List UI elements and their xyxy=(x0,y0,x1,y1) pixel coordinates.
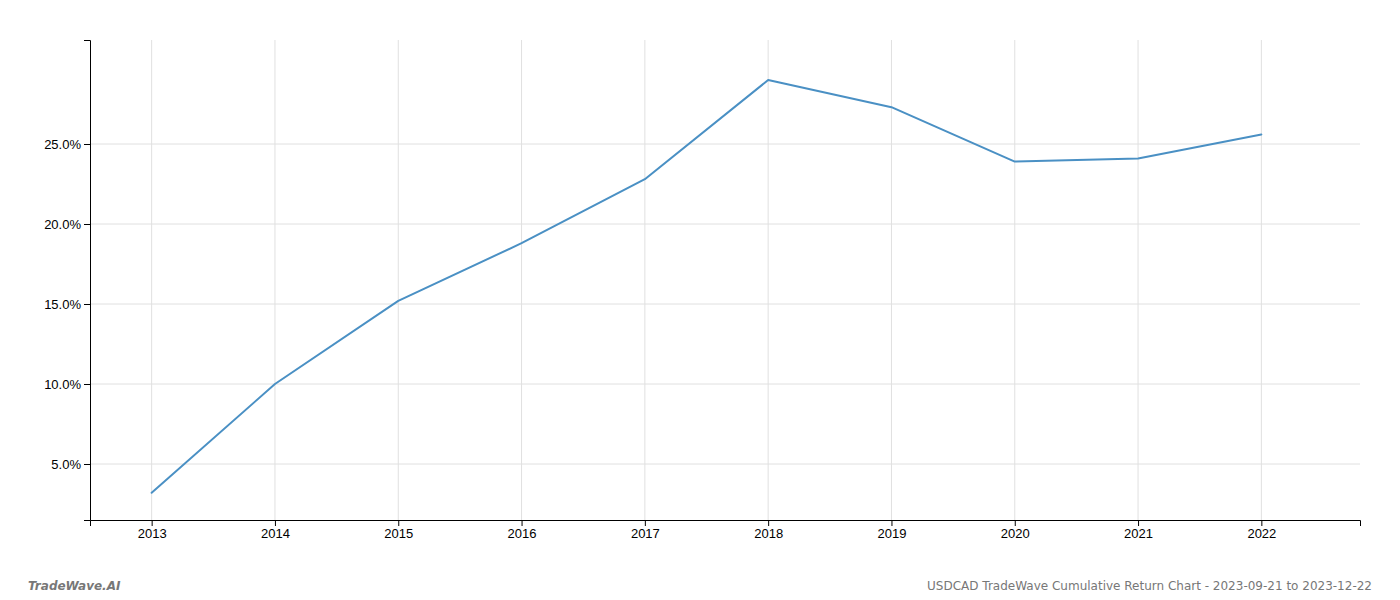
grid-line-y xyxy=(90,224,1360,225)
x-tick: 2016 xyxy=(508,520,537,541)
x-tick-label: 2020 xyxy=(1001,526,1030,541)
y-axis: 5.0% 10.0% 15.0% 20.0% 25.0% xyxy=(44,41,90,521)
chart: 2013 2014 2015 2016 2017 2018 2019 2020 2021 2022… xyxy=(0,0,1400,600)
grid-line-x xyxy=(274,40,275,520)
x-tick-label: 2018 xyxy=(754,526,783,541)
x-tick-label: 2019 xyxy=(877,526,906,541)
y-tick-label: 15.0% xyxy=(44,297,81,312)
y-tick-mark xyxy=(84,464,90,465)
grid-line-x xyxy=(1138,40,1139,520)
y-axis-line xyxy=(84,41,91,521)
x-tick: 2022 xyxy=(1247,520,1276,541)
grid-line-x xyxy=(398,40,399,520)
y-tick-label: 5.0% xyxy=(51,457,81,472)
marks xyxy=(152,80,1262,493)
x-tick: 2013 xyxy=(138,520,167,541)
x-tick-label: 2021 xyxy=(1124,526,1153,541)
y-tick: 15.0% xyxy=(44,297,90,312)
x-tick-mark xyxy=(522,520,523,526)
grid-line-y xyxy=(90,144,1360,145)
grid-line-x xyxy=(521,40,522,520)
plot-area: 2013 2014 2015 2016 2017 2018 2019 2020 2021 2022… xyxy=(44,40,1360,541)
x-axis-line xyxy=(91,521,1361,527)
x-tick-label: 2017 xyxy=(631,526,660,541)
y-tick: 25.0% xyxy=(44,137,90,152)
y-tick-mark xyxy=(84,384,90,385)
y-tick-mark xyxy=(84,304,90,305)
grid xyxy=(90,40,1360,520)
x-tick-mark xyxy=(275,520,276,526)
y-tick-mark xyxy=(84,144,90,145)
x-tick-label: 2013 xyxy=(138,526,167,541)
grid-line-y xyxy=(90,304,1360,305)
grid-line-x xyxy=(891,40,892,520)
y-tick: 5.0% xyxy=(51,457,90,472)
y-tick-label: 10.0% xyxy=(44,377,81,392)
x-tick: 2018 xyxy=(754,520,783,541)
x-tick-label: 2022 xyxy=(1247,526,1276,541)
x-tick-mark xyxy=(398,520,399,526)
grid-line-x xyxy=(768,40,769,520)
x-tick-mark xyxy=(768,520,769,526)
grid-line-x xyxy=(644,40,645,520)
grid-line-y xyxy=(90,464,1360,465)
line xyxy=(152,80,1262,493)
x-tick: 2020 xyxy=(1001,520,1030,541)
footer-right: USDCAD TradeWave Cumulative Return Chart… xyxy=(927,579,1372,593)
y-tick: 20.0% xyxy=(44,217,90,232)
y-tick-label: 25.0% xyxy=(44,137,81,152)
y-tick-label: 20.0% xyxy=(44,217,81,232)
grid-line-x xyxy=(1261,40,1262,520)
x-tick-mark xyxy=(1015,520,1016,526)
x-tick: 2017 xyxy=(631,520,660,541)
x-tick: 2019 xyxy=(877,520,906,541)
grid-line-y xyxy=(90,384,1360,385)
x-tick-label: 2015 xyxy=(384,526,413,541)
x-axis: 2013 2014 2015 2016 2017 2018 2019 2020 2021 2022 xyxy=(91,520,1361,541)
x-tick-mark xyxy=(891,520,892,526)
x-tick: 2014 xyxy=(261,520,290,541)
grid-line-x xyxy=(1014,40,1015,520)
x-tick: 2015 xyxy=(384,520,413,541)
y-tick: 10.0% xyxy=(44,377,90,392)
x-tick-mark xyxy=(645,520,646,526)
y-tick-mark xyxy=(84,224,90,225)
grid-line-x xyxy=(151,40,152,520)
x-tick-mark xyxy=(1261,520,1262,526)
x-tick: 2021 xyxy=(1124,520,1153,541)
x-tick-label: 2016 xyxy=(508,526,537,541)
x-tick-label: 2014 xyxy=(261,526,290,541)
x-tick-mark xyxy=(1138,520,1139,526)
x-tick-mark xyxy=(152,520,153,526)
footer-left: TradeWave.AI xyxy=(28,579,121,593)
